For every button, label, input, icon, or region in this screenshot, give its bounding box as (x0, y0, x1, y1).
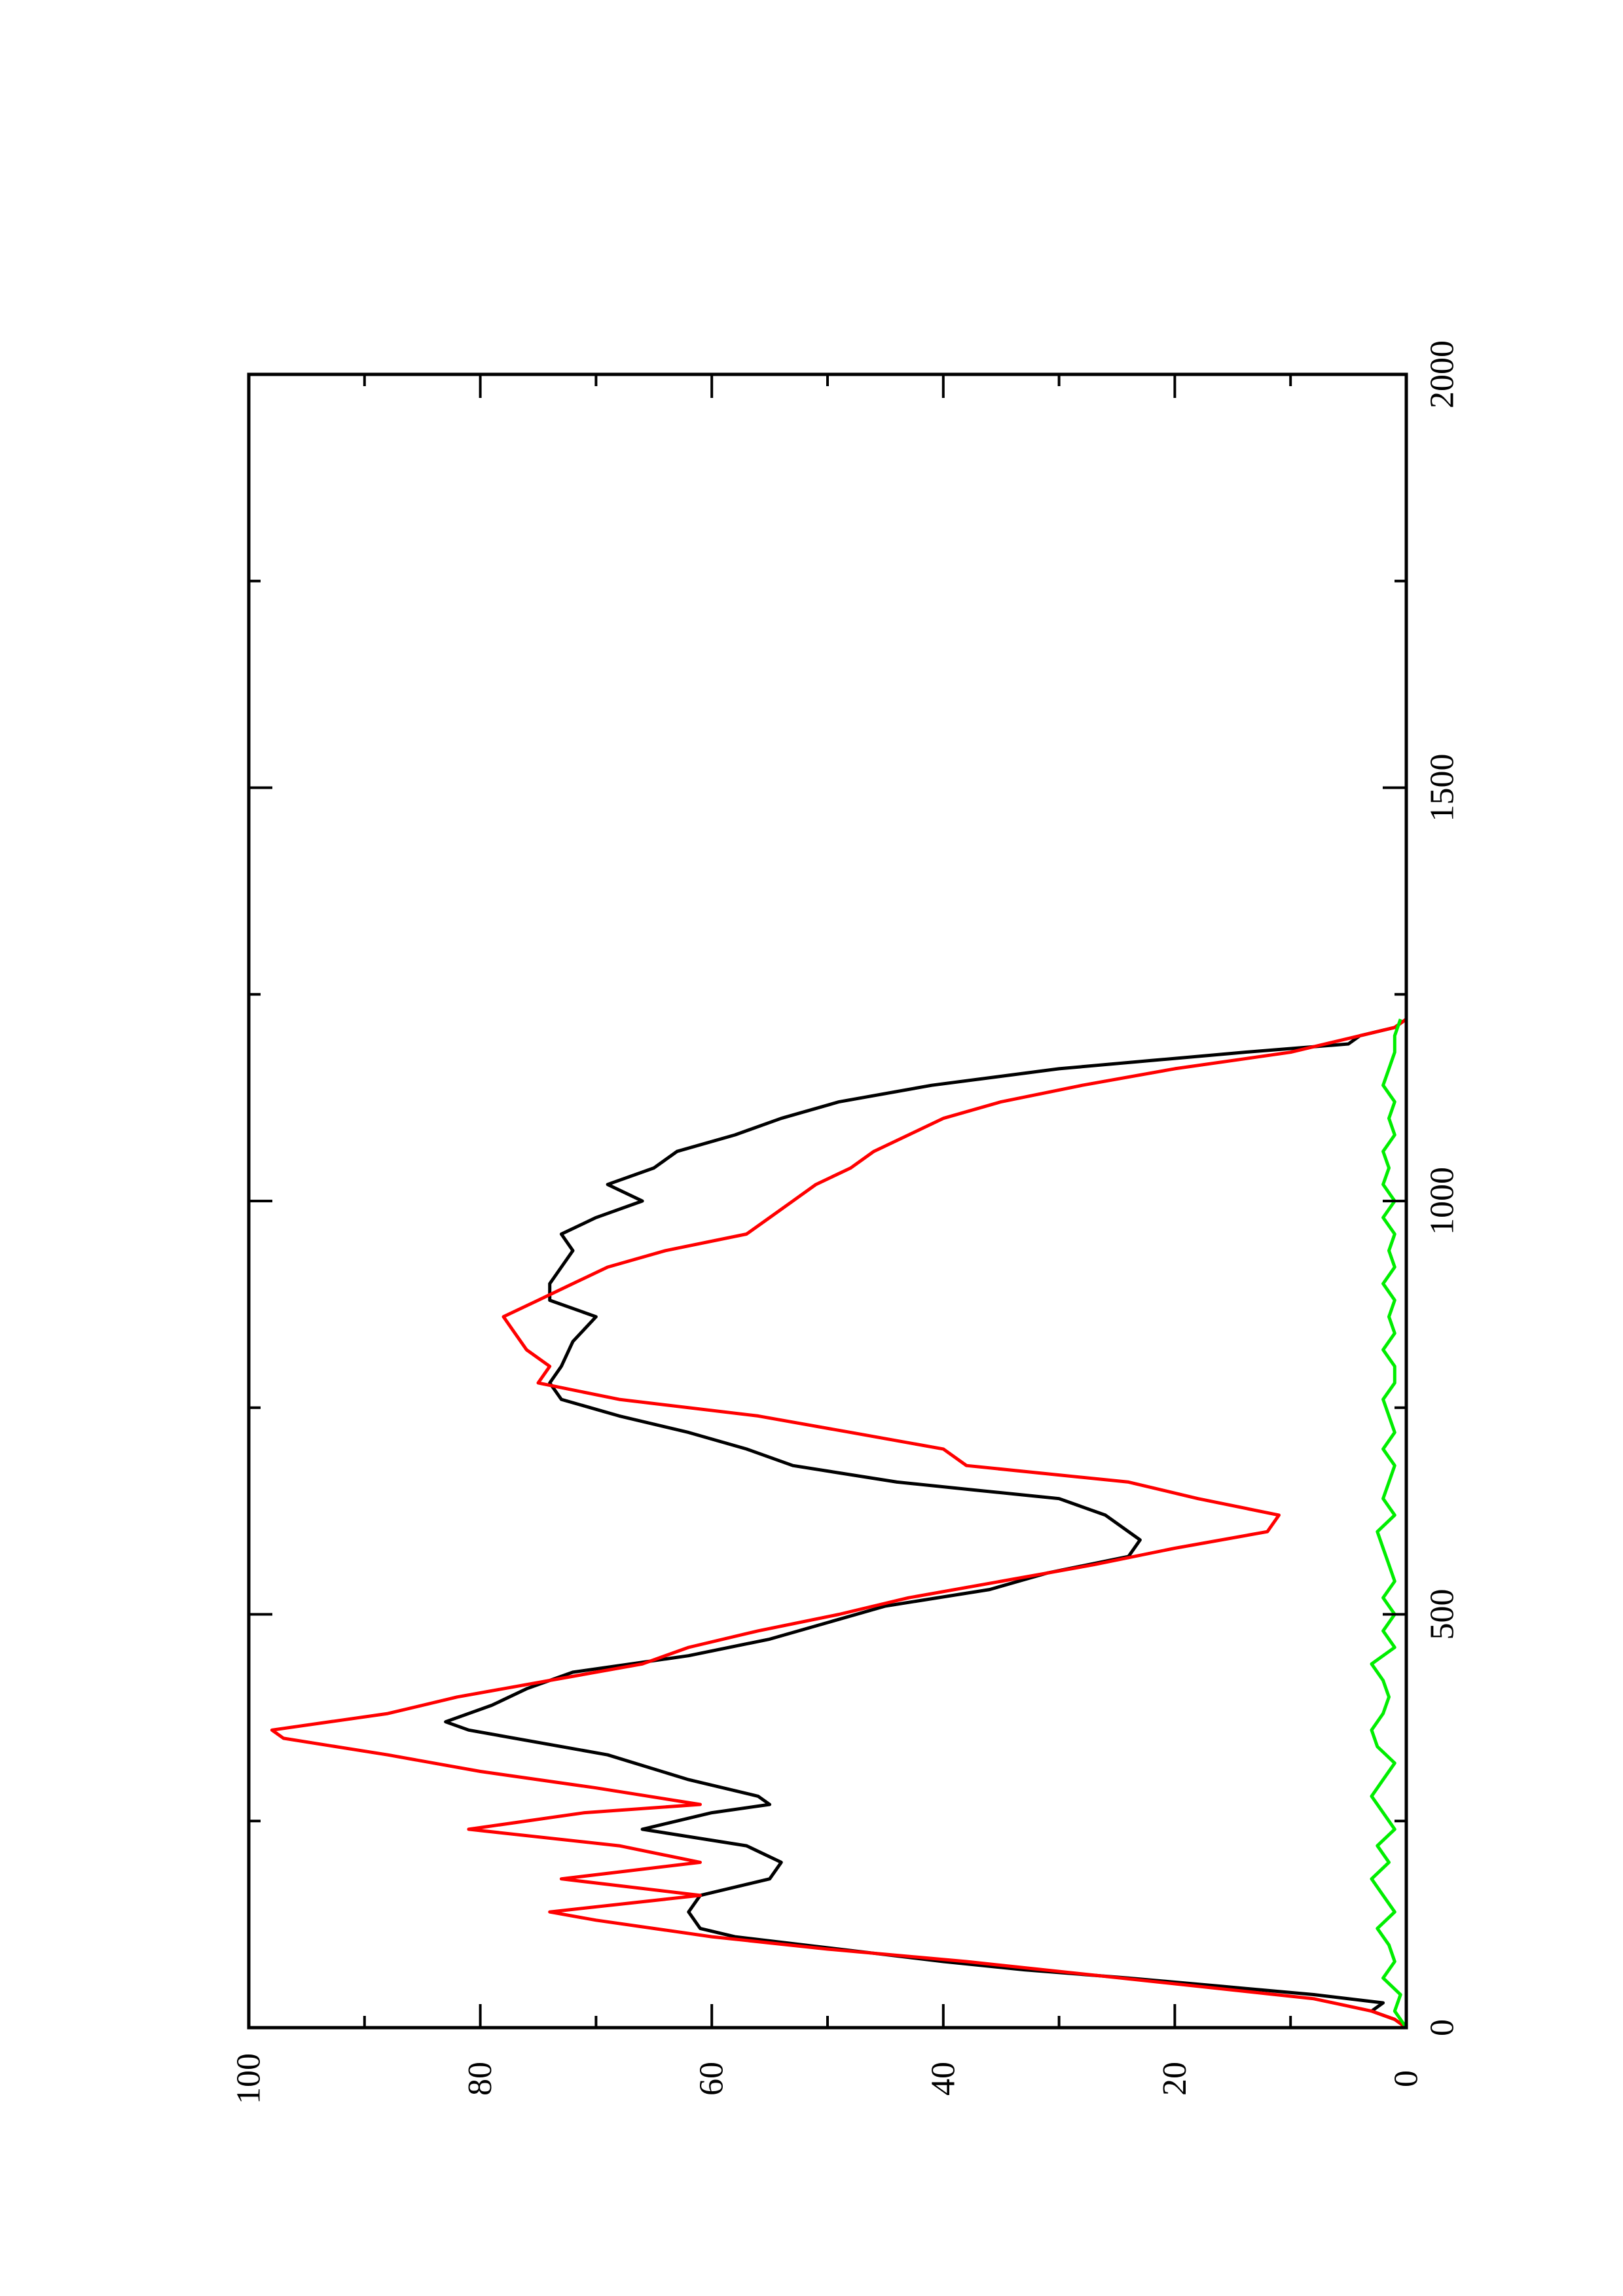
tick-labels: 0 500 1000 1500 2000 0 20 40 60 80 100 (230, 340, 1461, 2104)
y-tick-label: 100 (230, 2053, 268, 2104)
series-line-3 (1370, 1018, 1408, 2029)
series-layer (270, 1018, 1408, 2030)
y-tick-label: 40 (924, 2062, 962, 2096)
x-tick-label: 0 (1424, 2019, 1461, 2036)
y-tick-label: 20 (1156, 2062, 1194, 2096)
x-tick-label: 2000 (1424, 340, 1461, 408)
x-tick-label: 500 (1424, 1589, 1461, 1640)
y-tick-label: 60 (693, 2062, 731, 2096)
x-tick-label: 1000 (1424, 1167, 1461, 1235)
x-tick-label: 1500 (1424, 754, 1461, 822)
plot-frame (247, 372, 1408, 2030)
y-tick-label: 80 (462, 2062, 499, 2096)
series-line-2 (270, 1018, 1408, 2030)
y-tick-label: 0 (1388, 2070, 1425, 2087)
